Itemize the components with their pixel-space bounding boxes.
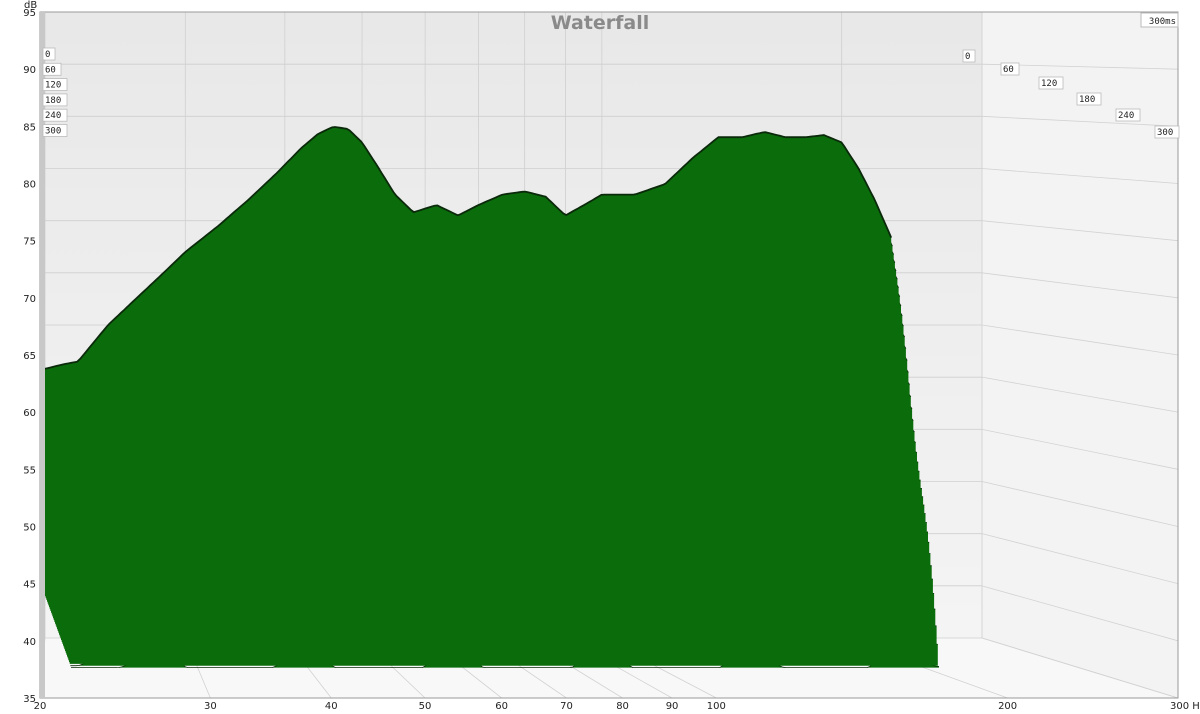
svg-text:180: 180 <box>45 96 61 106</box>
x-tick-label: 80 <box>616 701 629 712</box>
svg-text:60: 60 <box>45 65 56 75</box>
time-label-left: 300 <box>42 124 68 137</box>
svg-text:0: 0 <box>45 50 50 60</box>
y-tick-label: 60 <box>23 408 36 419</box>
svg-text:300: 300 <box>1157 128 1173 138</box>
svg-text:60: 60 <box>1003 65 1014 75</box>
y-tick-label: 65 <box>23 351 36 362</box>
svg-text:120: 120 <box>1041 79 1057 89</box>
x-tick-label: 50 <box>419 701 432 712</box>
time-label-left: 60 <box>42 62 62 76</box>
waterfall-slices <box>44 126 940 668</box>
slice-line <box>44 126 893 370</box>
time-label-right: 180 <box>1076 92 1102 106</box>
y-unit-label: dB <box>24 0 37 11</box>
time-label-left: 0 <box>42 47 56 61</box>
y-tick-label: 85 <box>23 122 36 133</box>
x-axis-ticks: 20 30 40 50 60 70 80 90 100 200 300 Hz <box>34 701 1200 712</box>
time-label-left: 120 <box>42 78 68 91</box>
y-tick-label: 55 <box>23 465 36 476</box>
x-tick-label: 300 Hz <box>1170 701 1200 712</box>
x-tick-label: 40 <box>325 701 338 712</box>
svg-text:300: 300 <box>45 127 61 137</box>
time-label-right: 60 <box>1000 62 1020 76</box>
svg-text:0: 0 <box>965 52 970 62</box>
time-range-label: 300ms <box>1140 12 1179 28</box>
x-tick-label: 60 <box>495 701 508 712</box>
svg-text:120: 120 <box>45 81 61 91</box>
y-tick-label: 80 <box>23 180 36 191</box>
svg-text:180: 180 <box>1079 95 1095 105</box>
time-label-left: 180 <box>42 93 68 107</box>
time-label-left: 240 <box>42 108 68 122</box>
x-tick-label: 70 <box>560 701 573 712</box>
chart-title: Waterfall <box>551 12 650 34</box>
x-tick-label: 20 <box>34 701 47 712</box>
right-wall <box>982 12 1178 698</box>
time-label-right: 120 <box>1038 76 1064 90</box>
time-labels-left: 0 60 120 180 240 300 <box>42 47 68 137</box>
y-tick-label: 95 <box>23 8 36 19</box>
time-label-right: 300 <box>1154 125 1180 139</box>
x-tick-label: 30 <box>204 701 217 712</box>
svg-text:300ms: 300ms <box>1149 17 1176 27</box>
time-labels-right: 0 60 120 180 240 300 <box>962 49 1180 139</box>
x-tick-label: 90 <box>666 701 679 712</box>
y-axis-ticks: 95 90 85 80 75 70 65 60 55 50 45 40 35 <box>23 8 36 705</box>
y-tick-label: 50 <box>23 523 36 534</box>
y-tick-label: 45 <box>23 580 36 591</box>
y-tick-label: 40 <box>23 637 36 648</box>
y-tick-label: 35 <box>23 694 36 705</box>
slice-line <box>71 648 940 668</box>
y-tick-label: 90 <box>23 65 36 76</box>
left-edge-strip <box>40 12 45 698</box>
slice-fill <box>45 127 892 597</box>
y-tick-label: 70 <box>23 294 36 305</box>
x-tick-label: 100 <box>707 701 726 712</box>
y-tick-label: 75 <box>23 237 36 248</box>
svg-text:240: 240 <box>45 111 61 121</box>
time-label-right: 0 <box>962 49 976 63</box>
svg-text:240: 240 <box>1118 111 1134 121</box>
time-label-right: 240 <box>1115 108 1141 122</box>
x-tick-label: 200 <box>998 701 1017 712</box>
